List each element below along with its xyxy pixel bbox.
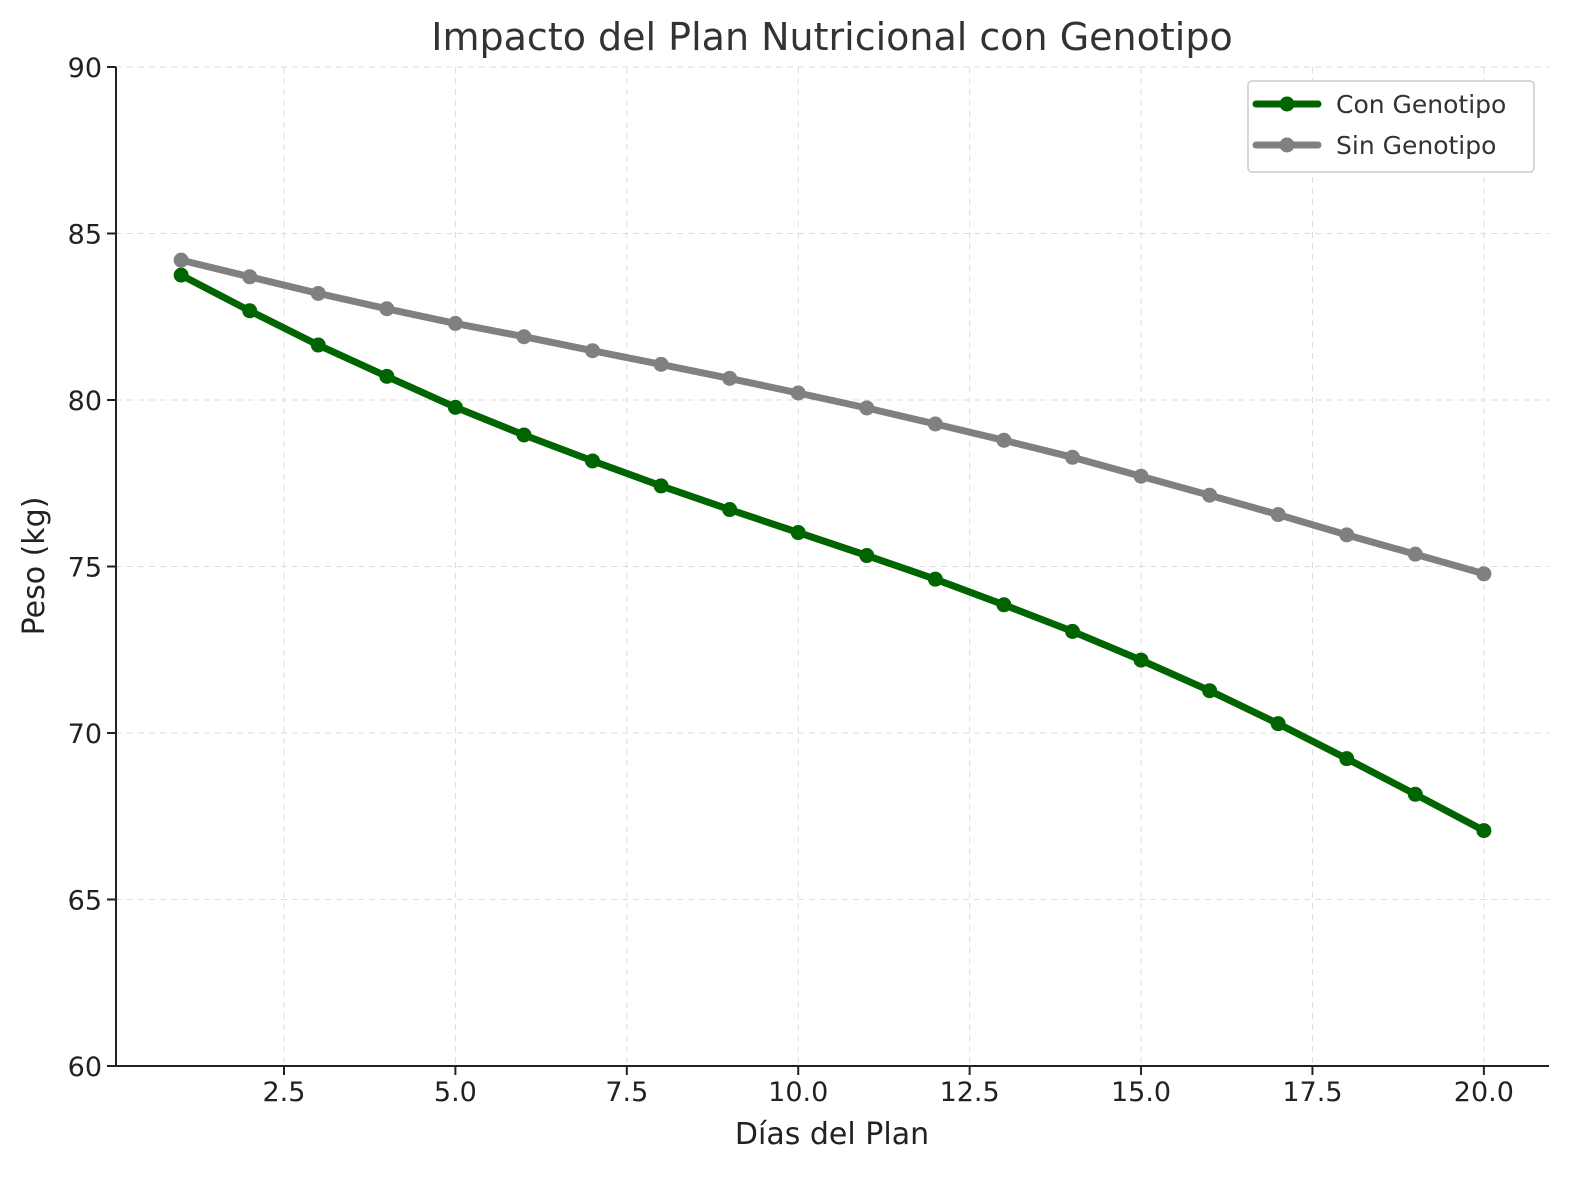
data-point-con-genotipo [722,502,738,518]
data-point-sin-genotipo [1064,449,1080,465]
data-point-sin-genotipo [1339,527,1355,543]
y-tick-label: 90 [68,53,102,84]
data-point-con-genotipo [996,597,1012,613]
series-line-con-genotipo [177,271,1488,835]
data-point-sin-genotipo [1407,546,1423,562]
data-point-con-genotipo [927,571,943,587]
ticks: 2.5 5.0 7.5 10.0 12.5 15.0 17.5 20.0 60 65 70 75 80 8… [68,53,1514,1108]
data-point-sin-genotipo [722,370,738,386]
x-tick-label: 7.5 [605,1077,648,1108]
data-point-sin-genotipo [447,315,463,331]
y-axis-label: Peso (kg) [17,497,52,636]
data-point-sin-genotipo [310,285,326,301]
y-tick-label: 60 [68,1052,102,1083]
y-tick-label: 65 [68,886,102,917]
data-point-sin-genotipo [927,416,943,432]
y-tick-label: 75 [68,553,102,584]
data-point-sin-genotipo [379,301,395,317]
y-tick-label: 70 [68,719,102,750]
data-point-con-genotipo [1064,623,1080,639]
x-tick-label: 20.0 [1454,1077,1514,1108]
data-point-sin-genotipo [1202,487,1218,503]
data-point-con-genotipo [379,368,395,384]
data-point-sin-genotipo [1476,566,1492,582]
data-point-sin-genotipo [859,400,875,416]
data-point-sin-genotipo [242,269,258,285]
x-tick-label: 17.5 [1282,1077,1342,1108]
data-point-con-genotipo [242,303,258,319]
x-tick-label: 12.5 [940,1077,1000,1108]
x-tick-label: 15.0 [1111,1077,1171,1108]
data-point-con-genotipo [447,399,463,415]
series-sin-genotipo [173,252,1492,582]
series-con-genotipo [173,267,1492,839]
data-point-con-genotipo [585,453,601,469]
data-point-con-genotipo [516,427,532,443]
legend-entry-label: Con Genotipo [1336,90,1506,119]
legend: Con Genotipo Sin Genotipo [1247,80,1535,173]
data-point-con-genotipo [859,548,875,564]
chart-title: Impacto del Plan Nutricional con Genotip… [431,15,1232,59]
data-point-con-genotipo [1270,716,1286,732]
legend-entry-label: Sin Genotipo [1336,131,1496,160]
x-tick-label: 5.0 [434,1077,477,1108]
data-point-con-genotipo [790,525,806,541]
data-point-sin-genotipo [585,343,601,359]
data-point-sin-genotipo [1270,507,1286,523]
data-point-sin-genotipo [996,432,1012,448]
data-point-sin-genotipo [790,385,806,401]
data-point-con-genotipo [310,337,326,353]
series-group [173,252,1492,839]
data-point-con-genotipo [1407,786,1423,802]
y-tick-label: 80 [68,386,102,417]
data-point-con-genotipo [1133,652,1149,668]
data-point-sin-genotipo [173,252,189,268]
data-point-con-genotipo [1202,683,1218,699]
data-point-con-genotipo [1476,823,1492,839]
data-point-sin-genotipo [1133,468,1149,484]
data-point-sin-genotipo [653,356,669,372]
x-tick-label: 2.5 [263,1077,306,1108]
legend-marker [1279,137,1295,153]
legend-marker [1279,96,1295,112]
x-tick-label: 10.0 [768,1077,828,1108]
data-point-sin-genotipo [516,329,532,345]
y-tick-label: 85 [68,220,102,251]
data-point-con-genotipo [1339,751,1355,767]
grid [116,66,1549,1067]
data-point-con-genotipo [653,478,669,494]
x-axis-label: Días del Plan [735,1117,929,1152]
series-line-sin-genotipo [177,256,1488,578]
data-point-con-genotipo [173,267,189,283]
